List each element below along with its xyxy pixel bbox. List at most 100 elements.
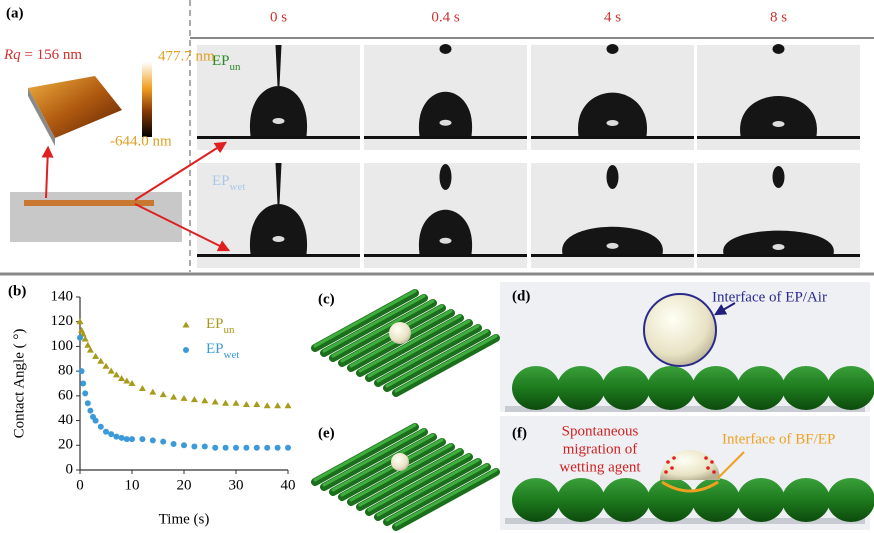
time-label: 8 s <box>770 9 787 25</box>
point <box>85 400 91 406</box>
y-tick-label: 120 <box>51 313 74 329</box>
legend-name: EP <box>206 316 224 332</box>
row-name: EP <box>212 53 230 69</box>
scale-min: -644.0 nm <box>110 133 172 149</box>
legend-label: EPun <box>206 316 235 335</box>
fiber <box>647 366 695 410</box>
point <box>129 436 135 442</box>
time-label: 4 s <box>604 9 621 25</box>
highlight <box>773 244 785 250</box>
rq-label: Rq <box>3 47 21 63</box>
highlight <box>440 238 452 244</box>
x-tick-label: 20 <box>177 477 192 493</box>
fiber <box>602 478 650 522</box>
point <box>108 431 114 437</box>
point <box>191 444 197 450</box>
point <box>119 435 125 441</box>
fiber-illustration <box>315 291 496 393</box>
hanging-drop <box>440 44 452 54</box>
y-tick-label: 140 <box>51 288 74 304</box>
time-label: 0 s <box>270 9 287 25</box>
panel-label: (b) <box>8 283 26 299</box>
point <box>233 400 240 406</box>
drop-images <box>197 44 860 268</box>
fiber <box>737 366 785 410</box>
point <box>181 395 188 401</box>
sample-photo <box>10 192 182 242</box>
fiber <box>782 366 830 410</box>
row-sub: wet <box>230 181 246 193</box>
annotation: Interface of EP/Air <box>712 289 827 305</box>
substrate <box>697 136 860 139</box>
highlight <box>273 118 285 124</box>
hanging-drop <box>607 44 619 54</box>
legend-name: EP <box>206 341 224 357</box>
point <box>243 401 250 407</box>
point <box>150 437 156 443</box>
point <box>171 441 177 447</box>
point <box>264 402 271 408</box>
point <box>149 389 156 395</box>
fiber <box>602 366 650 410</box>
point <box>78 327 85 333</box>
fiber <box>827 366 874 410</box>
annotation: Interface of BF/EP <box>722 431 835 447</box>
point <box>82 390 88 396</box>
hanging-drop <box>440 164 452 190</box>
droplet <box>644 294 716 366</box>
fiber <box>782 478 830 522</box>
point <box>87 408 93 414</box>
arrow <box>46 148 48 198</box>
point <box>103 429 109 435</box>
point <box>170 394 177 400</box>
point <box>84 342 91 348</box>
y-axis-label: Contact Angle ( °) <box>11 329 27 439</box>
legend-label: EPwet <box>206 341 239 360</box>
y-tick-label: 80 <box>58 363 73 379</box>
y-tick-label: 100 <box>51 338 74 354</box>
scale-max: 477.7 nm <box>158 48 215 64</box>
point <box>264 445 270 451</box>
x-tick-label: 10 <box>125 477 140 493</box>
point <box>92 353 99 359</box>
fiber <box>827 478 874 522</box>
x-tick-label: 0 <box>76 477 84 493</box>
point <box>243 445 249 451</box>
highlight <box>440 120 452 126</box>
point <box>275 445 281 451</box>
panel-label: (d) <box>512 288 530 304</box>
x-axis-label: Time (s) <box>159 511 210 527</box>
point <box>285 402 292 408</box>
substrate <box>531 136 694 139</box>
fiber <box>737 478 785 522</box>
highlight <box>773 121 785 127</box>
x-tick-label: 30 <box>229 477 244 493</box>
afm-image <box>28 76 122 138</box>
point <box>98 424 104 430</box>
substrate <box>197 254 360 257</box>
highlight <box>607 243 619 249</box>
fiber <box>512 478 560 522</box>
panel-label: (a) <box>6 5 24 21</box>
hanging-drop <box>607 165 619 189</box>
fiber <box>557 478 605 522</box>
color-bar <box>142 62 152 137</box>
droplet <box>391 453 409 471</box>
point <box>80 381 86 387</box>
figure: (a) 0 s0.4 s4 s8 s Rq = 156 nm 477.7 nm … <box>0 0 874 533</box>
point <box>254 445 260 451</box>
fiber <box>692 366 740 410</box>
point <box>113 434 119 440</box>
panel-label: (e) <box>318 425 335 441</box>
point <box>181 442 187 448</box>
point <box>233 445 239 451</box>
point <box>222 400 229 406</box>
point <box>118 375 125 381</box>
chart: 020406080100120140010203040Time (s)Conta… <box>11 288 295 527</box>
fiber <box>512 366 560 410</box>
y-tick-label: 40 <box>58 412 73 428</box>
point <box>79 368 85 374</box>
point <box>77 335 83 341</box>
point <box>139 436 145 442</box>
highlight <box>273 236 285 242</box>
